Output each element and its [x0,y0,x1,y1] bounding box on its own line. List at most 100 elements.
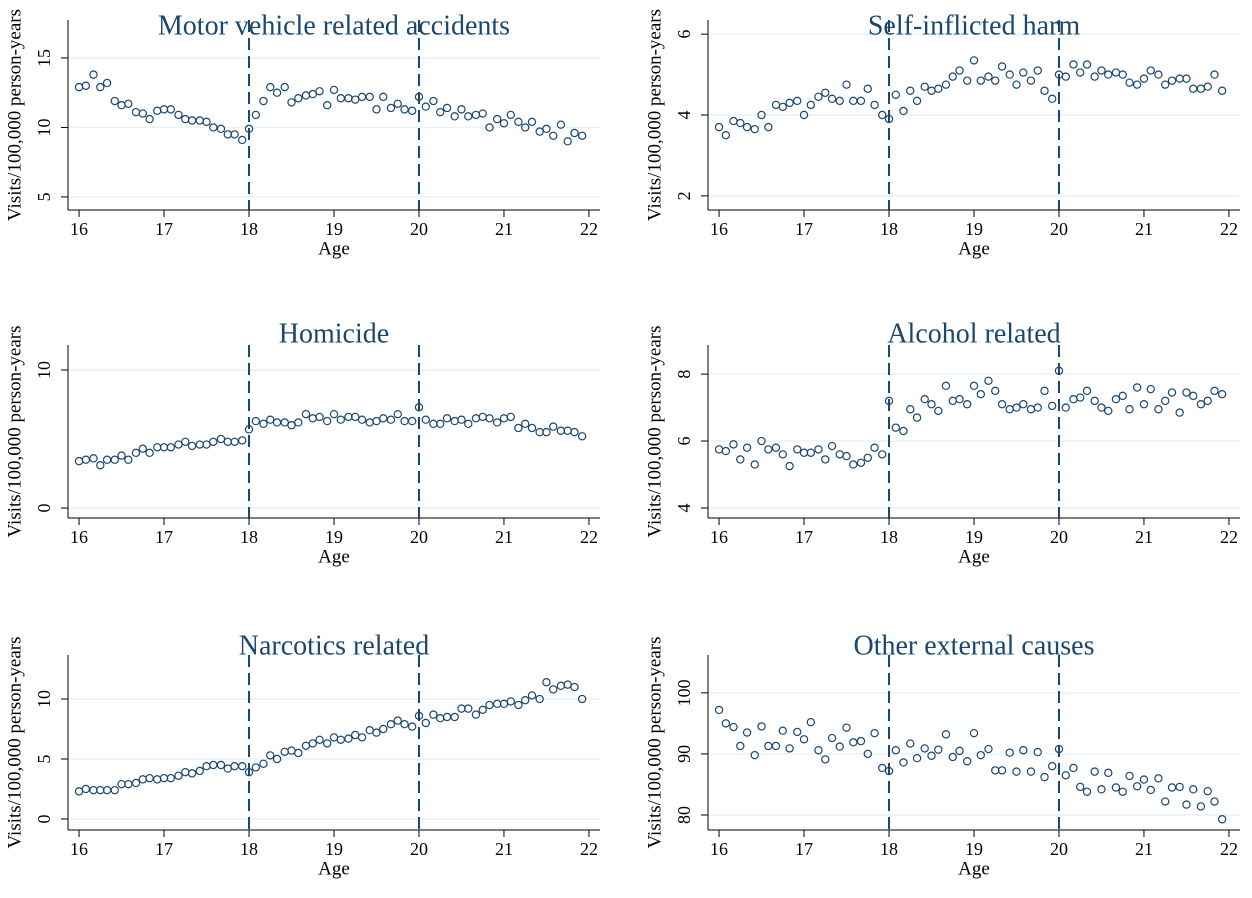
point [323,739,332,748]
point [272,418,282,427]
point [209,760,218,770]
point [570,128,579,138]
point [742,728,752,737]
point [187,769,197,778]
point [400,105,409,114]
point [742,443,752,452]
point [414,92,424,102]
point [102,785,112,795]
point [478,412,487,422]
point [351,730,360,740]
point [835,742,844,751]
point [757,110,766,120]
point [117,101,126,110]
point [159,105,169,114]
point [74,82,84,92]
point [806,100,816,110]
point [478,109,487,118]
point [436,714,445,723]
point [750,124,759,134]
point [1090,767,1099,776]
point [1082,787,1092,796]
x-tick-label: 17 [155,527,173,547]
point [414,403,424,412]
point [827,94,837,104]
point [521,123,530,132]
point [527,691,537,700]
point [521,696,530,705]
point [308,414,317,423]
point [1203,82,1212,91]
point [506,412,515,422]
point [365,92,374,102]
point [963,400,972,409]
point [934,406,943,416]
point [379,414,388,423]
point [785,461,794,471]
point [771,100,781,110]
point [1125,405,1134,414]
point [386,720,396,729]
point [138,109,147,118]
point [1019,68,1028,77]
point [471,110,481,120]
point [166,773,176,783]
point [906,739,915,748]
x-axis-label: Age [318,858,350,879]
point [1217,86,1227,95]
chart-title: Other external causes [854,630,1095,661]
point [323,416,332,426]
point [102,78,112,88]
point [181,114,190,124]
point [1118,391,1127,401]
chart-title: Self-inflicted harm [868,10,1080,41]
point [365,418,374,427]
point [870,728,879,738]
point [1061,72,1070,81]
x-tick-label: 20 [410,527,428,547]
y-tick-label: 8 [674,370,694,379]
point [891,90,901,99]
point [230,761,239,771]
point [1210,797,1219,806]
chart-title: Narcotics related [239,630,429,661]
point [941,730,951,739]
point [549,131,558,140]
point [1076,393,1085,402]
point [436,107,445,117]
point [492,418,502,427]
point [556,681,566,691]
x-tick-label: 16 [70,839,88,859]
point [124,779,133,789]
point [912,413,922,422]
point [1217,389,1227,399]
point [1090,72,1099,81]
point [927,86,936,95]
point [535,694,544,704]
point [729,116,738,126]
point [729,722,738,732]
x-tick-label: 18 [880,839,898,859]
point [1175,782,1184,792]
point [793,727,802,737]
point [442,103,452,113]
point [1061,771,1070,780]
point [1111,783,1121,792]
x-tick-label: 18 [880,527,898,547]
point [856,736,866,746]
point [244,124,254,134]
x-tick-label: 19 [325,527,343,547]
point [216,124,226,134]
point [357,92,367,102]
point [153,106,162,115]
point [357,733,367,742]
x-tick-label: 20 [410,839,428,859]
point [1132,80,1142,89]
point [336,94,345,103]
point [577,131,587,140]
x-tick-label: 19 [965,839,983,859]
point [450,712,459,722]
point [1090,396,1099,406]
point [1154,405,1163,414]
point [969,728,979,738]
